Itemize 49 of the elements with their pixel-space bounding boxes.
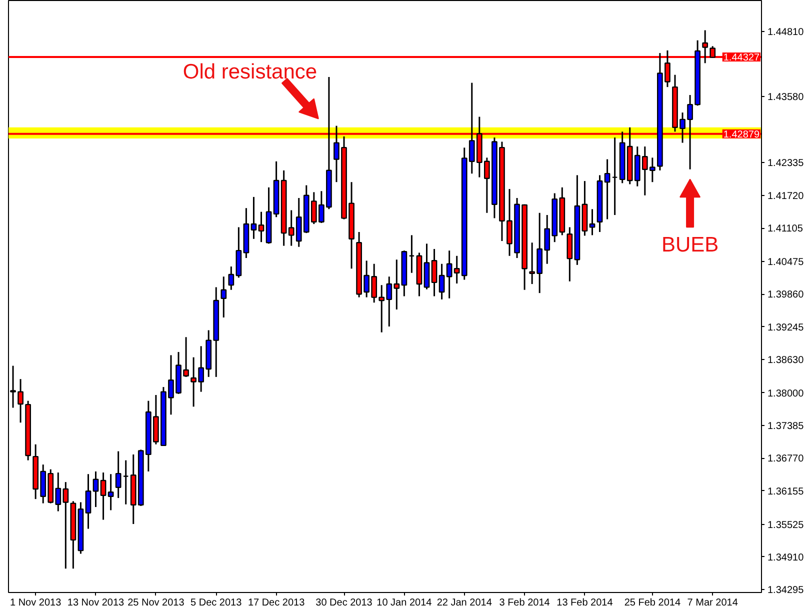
y-tick-label: 1.34295 xyxy=(768,585,804,596)
annotation: BUEB xyxy=(661,234,719,257)
candlestick xyxy=(108,473,114,511)
y-tick-label: 1.36770 xyxy=(768,454,804,465)
candlestick xyxy=(438,263,445,300)
candlestick xyxy=(122,460,129,506)
x-tick-label: 25 Nov 2013 xyxy=(128,598,185,608)
candlestick xyxy=(612,136,618,216)
candlestick xyxy=(92,470,99,508)
y-tick-label: 1.37385 xyxy=(768,421,804,432)
y-tick-label: 1.39245 xyxy=(768,322,804,334)
y-tick-label: 1.36155 xyxy=(768,486,804,498)
x-tick-label: 13 Nov 2013 xyxy=(67,598,125,608)
candlestick xyxy=(228,266,234,291)
y-tick-label: 1.38000 xyxy=(768,388,804,400)
x-tick-label: 3 Feb 2014 xyxy=(499,598,550,608)
candlestick xyxy=(258,211,264,243)
ref-line-label: 1.44327 xyxy=(723,52,760,64)
y-tick-label: 1.39860 xyxy=(768,290,804,301)
x-tick-label: 10 Jan 2014 xyxy=(376,598,432,608)
x-tick-label: 22 Jan 2014 xyxy=(436,598,492,608)
x-tick-label: 13 Feb 2014 xyxy=(556,598,614,608)
y-tick-label: 1.43580 xyxy=(768,92,804,104)
y-tick-label: 1.41720 xyxy=(768,190,804,202)
y-tick-label: 1.38630 xyxy=(768,354,804,366)
candlestick xyxy=(85,473,92,530)
x-tick-label: 5 Dec 2013 xyxy=(190,598,242,608)
x-tick-label: 7 Mar 2014 xyxy=(687,598,738,608)
candlestick xyxy=(589,208,596,236)
y-tick-label: 1.34910 xyxy=(768,552,804,564)
candlestick xyxy=(604,158,610,220)
y-tick-label: 1.44810 xyxy=(768,26,804,38)
candlestick xyxy=(408,234,415,274)
y-tick-label: 1.41105 xyxy=(768,224,804,235)
y-tick-label: 1.42335 xyxy=(768,158,804,170)
x-tick-label: 17 Dec 2013 xyxy=(248,598,306,608)
y-tick-label: 1.35525 xyxy=(768,520,804,531)
candlestick xyxy=(431,248,438,297)
candlestick xyxy=(115,450,122,499)
candlestick xyxy=(446,250,452,300)
candlestick xyxy=(250,196,257,240)
ref-line-label: 1.42879 xyxy=(723,129,760,140)
annotation: Old resistance xyxy=(182,60,318,84)
y-tick-label: 1.40475 xyxy=(768,256,804,268)
x-tick-label: 30 Dec 2013 xyxy=(316,598,373,608)
x-tick-label: 25 Feb 2014 xyxy=(624,598,681,608)
x-tick-label: 1 Nov 2013 xyxy=(10,598,62,608)
candlestick xyxy=(100,472,106,521)
candlestick xyxy=(220,276,227,318)
